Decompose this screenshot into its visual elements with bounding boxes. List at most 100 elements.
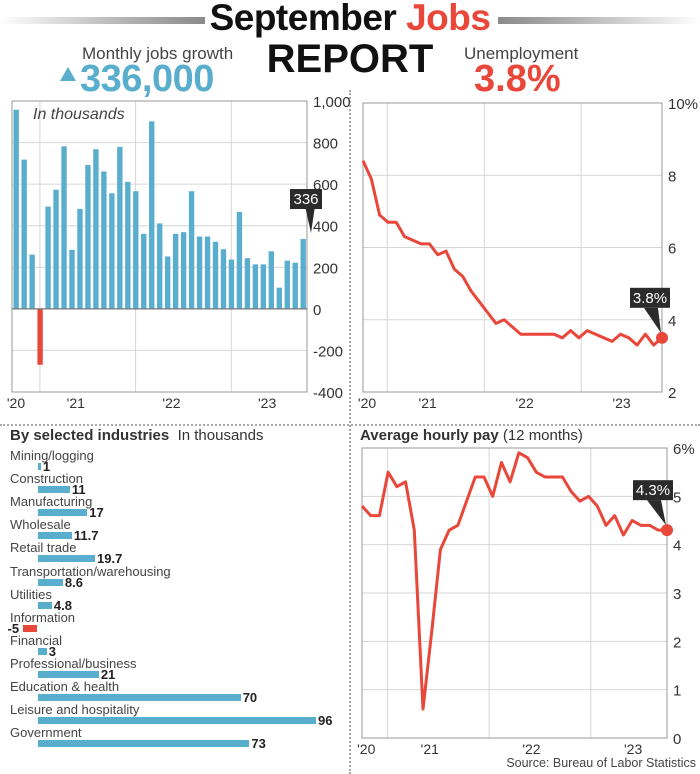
x-tick-label: '22	[522, 741, 540, 757]
industry-label: Utilities	[10, 586, 52, 602]
bar	[284, 260, 290, 309]
callout-label: 3.8%	[633, 290, 667, 307]
wages-title: Average hourly pay (12 months)	[360, 427, 583, 444]
wages-chart: 6% 5 4 3 2 1 0 '20 '21 '22 '23 4.3%	[357, 441, 695, 757]
industry-bar	[38, 670, 99, 678]
y-tick-label: 8	[668, 168, 676, 185]
jobs-value: 336,000	[80, 58, 214, 100]
x-tick-label: '20	[358, 395, 376, 411]
units-annotation: In thousands	[33, 106, 125, 123]
industry-label: Financial	[10, 632, 63, 648]
bar	[268, 251, 275, 309]
industry-label: Transportation/warehousing	[10, 563, 171, 579]
jobs-chart: 1,0008006004002000-200-400'20'21'22'23In…	[7, 94, 350, 411]
callout-label: 336	[293, 191, 318, 208]
callout-box	[633, 480, 673, 501]
title-rule-right	[498, 17, 700, 24]
bar	[61, 146, 67, 309]
bar	[21, 159, 27, 309]
y-tick-label: 0	[313, 302, 321, 319]
industry-bar	[38, 601, 52, 609]
y-tick-label: 200	[313, 260, 338, 277]
industries-title: By selected industries In thousands	[10, 427, 263, 444]
bar	[53, 189, 59, 309]
industry-bar	[38, 717, 316, 725]
x-tick-label: '21	[421, 741, 439, 757]
x-tick-label: '20	[357, 741, 375, 757]
industry-label: Government	[10, 725, 82, 741]
x-tick-label: '23	[612, 395, 630, 411]
callout-label: 4.3%	[636, 482, 670, 499]
unemployment-chart: 10% 8 6 4 2 '20 '21 '22 '23 3.8%	[358, 96, 698, 411]
plot-frame	[361, 447, 668, 739]
bar	[164, 256, 171, 309]
series-line	[361, 160, 663, 347]
industry-label: Manufacturing	[10, 494, 93, 510]
industry-label: Wholesale	[10, 517, 71, 533]
bar	[292, 262, 298, 309]
x-tick-label: '21	[419, 395, 437, 411]
jobs-kicker: Monthly jobs growth	[82, 44, 234, 63]
callout-pointer	[644, 307, 661, 333]
bar	[133, 191, 139, 309]
y-tick-label: 1,000	[313, 94, 350, 111]
plot-frame	[11, 100, 308, 393]
bar	[101, 171, 107, 309]
industry-value: 70	[242, 690, 258, 705]
y-tick-label: 4	[668, 313, 676, 330]
bar	[212, 241, 219, 309]
bar	[196, 236, 203, 309]
callout-pointer	[647, 500, 666, 526]
industries-title-main: By selected industries	[10, 427, 170, 444]
industry-bar	[38, 694, 241, 701]
y-tick-label: 2	[673, 634, 681, 651]
bar	[29, 254, 35, 309]
y-tick-label: 10%	[668, 96, 698, 113]
industry-label: Leisure and hospitality	[10, 702, 140, 718]
industry-bar	[38, 740, 250, 748]
industry-bar	[38, 486, 70, 494]
bar	[236, 211, 243, 309]
industry-bar	[38, 509, 88, 517]
y-tick-label: 800	[313, 136, 338, 153]
y-tick-label: 6	[668, 241, 676, 258]
title-text: September	[209, 0, 407, 38]
bar	[228, 259, 235, 309]
x-tick-label: '22	[515, 395, 533, 411]
industry-value: 8.6	[64, 574, 83, 590]
y-tick-label: -200	[313, 343, 343, 360]
x-tick-label: '22	[162, 395, 180, 411]
industry-label: Construction	[10, 471, 83, 487]
wages-title-unit: (12 months)	[502, 427, 583, 444]
industry-label: Retail trade	[10, 540, 77, 556]
last-point-marker	[656, 331, 668, 344]
bar	[180, 232, 187, 309]
industry-value: 19.7	[97, 551, 123, 567]
bar	[149, 121, 155, 309]
y-tick-label: -400	[313, 385, 343, 402]
industry-bar	[38, 555, 96, 563]
bar	[157, 223, 163, 309]
x-tick-label: '21	[67, 395, 85, 411]
bar	[13, 109, 19, 309]
plot-frame	[362, 102, 663, 393]
y-tick-label: 400	[313, 219, 338, 236]
bar	[77, 208, 83, 309]
unemployment-value: 3.8%	[474, 58, 561, 100]
bar	[37, 308, 43, 365]
unemployment-kicker: Unemployment	[464, 44, 579, 63]
y-tick-label: 3	[673, 586, 681, 603]
bar	[204, 236, 211, 309]
y-tick-label: 4	[673, 538, 681, 555]
industry-value: 73	[251, 736, 266, 752]
bar	[172, 233, 179, 309]
page-title: September Jobs	[0, 0, 700, 39]
industries-title-unit: In thousands	[177, 427, 264, 444]
bar	[141, 233, 147, 309]
industry-value: 11.7	[73, 528, 99, 544]
page-subtitle: REPORT	[266, 37, 434, 81]
industry-bar	[38, 578, 63, 586]
bar	[260, 264, 267, 309]
jobs-headline: 336,000	[60, 58, 214, 101]
source-note: Source: Bureau of Labor Statistics	[506, 756, 696, 770]
